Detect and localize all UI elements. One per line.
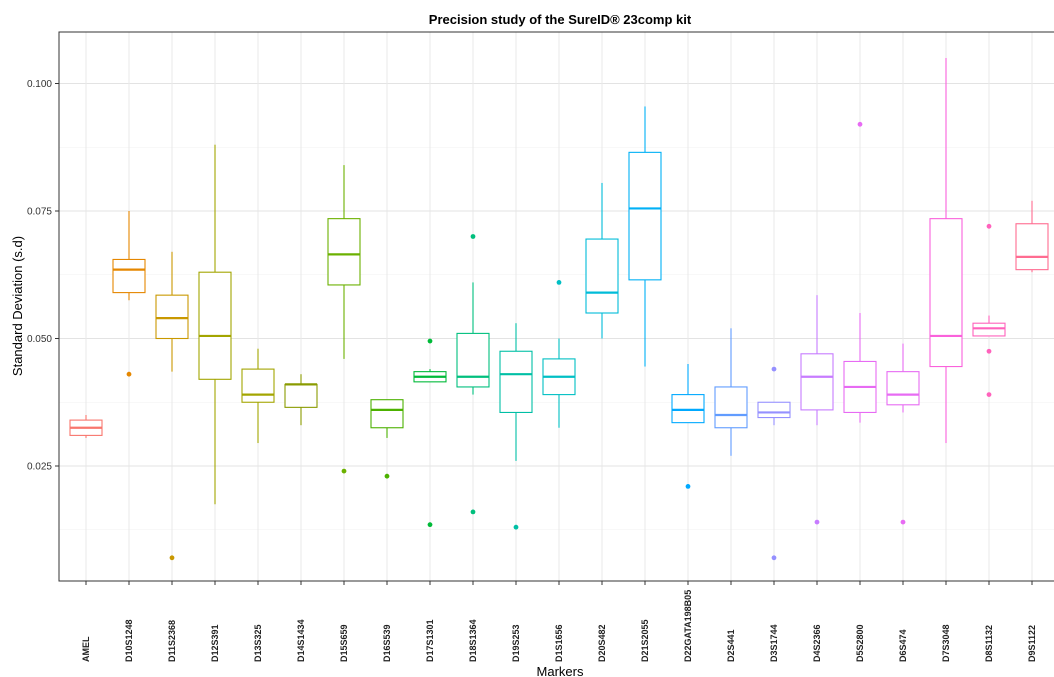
outlier-point	[341, 468, 347, 474]
x-axis-title: Markers	[537, 664, 584, 677]
x-tick-label: D2S441	[726, 629, 736, 662]
boxes	[69, 58, 1049, 561]
x-axis: AMEL D10S1248 D11S2368 D12S391 D13S325 D14S14…	[81, 581, 1037, 662]
box-d10s1248	[112, 211, 146, 377]
box-body	[929, 218, 963, 368]
box-body	[585, 238, 619, 314]
box-d15s659	[327, 165, 361, 474]
box-d11s2368	[155, 251, 189, 561]
x-tick-label: D15S659	[339, 624, 349, 662]
box-body	[886, 371, 920, 406]
box-d14s1434	[284, 374, 318, 426]
box-d3s1744	[757, 366, 791, 561]
y-axis-title: Standard Deviation (s.d)	[10, 236, 25, 376]
x-tick-label: D19S253	[511, 624, 521, 662]
x-tick-label: D22GATA198B05	[683, 590, 693, 662]
box-body	[112, 258, 146, 294]
outlier-point	[384, 473, 390, 479]
y-tick-label: 0.075	[27, 207, 52, 218]
x-tick-label: D7S3048	[941, 624, 951, 662]
box-d2s441	[714, 328, 748, 456]
outlier-point	[857, 121, 863, 127]
outlier-point	[427, 338, 433, 344]
outlier-point	[900, 519, 906, 525]
box-d16s539	[370, 399, 404, 479]
box-body	[714, 386, 748, 429]
x-tick-label: D14S1434	[296, 619, 306, 662]
panel-border	[58, 31, 1054, 582]
box-d18s1364	[456, 234, 490, 515]
outlier-point	[513, 524, 519, 530]
x-tick-label: D21S2055	[640, 619, 650, 662]
box-d13s325	[241, 348, 275, 444]
box-d12s391	[198, 144, 232, 505]
x-tick-label: D3S1744	[769, 624, 779, 662]
y-axis: 0.025 0.050 0.075 0.100	[27, 79, 59, 473]
x-tick-label: D16S539	[382, 624, 392, 662]
box-d6s474	[886, 343, 920, 525]
x-tick-label: D9S1122	[1027, 625, 1037, 662]
box-body	[1015, 223, 1049, 271]
chart-title: Precision study of the SureID® 23comp ki…	[429, 12, 692, 27]
box-body	[671, 394, 705, 424]
outlier-point	[986, 392, 992, 397]
outlier-point	[126, 371, 132, 377]
box-body	[284, 383, 318, 408]
outlier-point	[986, 348, 992, 354]
outlier-point	[771, 555, 777, 561]
box-body	[155, 294, 189, 340]
outlier-point	[427, 522, 433, 528]
x-tick-label: D17S1301	[425, 619, 435, 662]
box-d19s253	[499, 323, 533, 530]
y-tick-label: 0.100	[27, 79, 52, 90]
box-d21s2055	[628, 106, 662, 367]
box-body	[499, 350, 533, 414]
box-d17s1301	[413, 338, 447, 528]
outlier-point	[986, 223, 992, 229]
y-tick-label: 0.025	[27, 462, 52, 473]
box-d22gata198b05	[671, 364, 705, 489]
x-tick-label: D5S2800	[855, 624, 865, 662]
box-d7s3048	[929, 58, 963, 444]
x-tick-label: D18S1364	[468, 619, 478, 662]
box-body	[370, 399, 404, 429]
box-d5s2800	[843, 121, 877, 423]
y-tick-label: 0.050	[27, 334, 52, 345]
box-body	[972, 322, 1006, 337]
box-body	[198, 271, 232, 380]
outlier-point	[814, 519, 820, 525]
outlier-point	[470, 509, 476, 515]
outlier-point	[169, 555, 175, 561]
x-tick-label: AMEL	[81, 636, 91, 662]
outlier-point	[556, 280, 562, 285]
box-d4s2366	[800, 295, 834, 525]
box-body	[757, 401, 791, 419]
x-tick-label: D20S482	[597, 624, 607, 662]
x-tick-label: D13S325	[253, 624, 263, 662]
outlier-point	[771, 366, 777, 372]
x-tick-label: D6S474	[898, 629, 908, 662]
x-tick-label: D4S2366	[812, 624, 822, 662]
x-tick-label: D12S391	[210, 624, 220, 662]
x-tick-label: D10S1248	[124, 619, 134, 662]
box-amel	[69, 415, 103, 438]
box-body	[456, 332, 490, 388]
outlier-point	[470, 234, 476, 239]
box-body	[628, 151, 662, 281]
box-d1s1656	[542, 280, 576, 428]
box-body	[800, 353, 834, 411]
box-body	[241, 368, 275, 403]
x-tick-label: D8S1132	[984, 625, 994, 662]
x-tick-label: D11S2368	[167, 620, 177, 662]
box-d20s482	[585, 182, 619, 339]
box-d8s1132	[972, 223, 1006, 397]
box-d9s1122	[1015, 200, 1049, 273]
box-body	[327, 218, 361, 286]
outlier-point	[685, 484, 691, 489]
x-tick-label: D1S1656	[554, 624, 564, 662]
